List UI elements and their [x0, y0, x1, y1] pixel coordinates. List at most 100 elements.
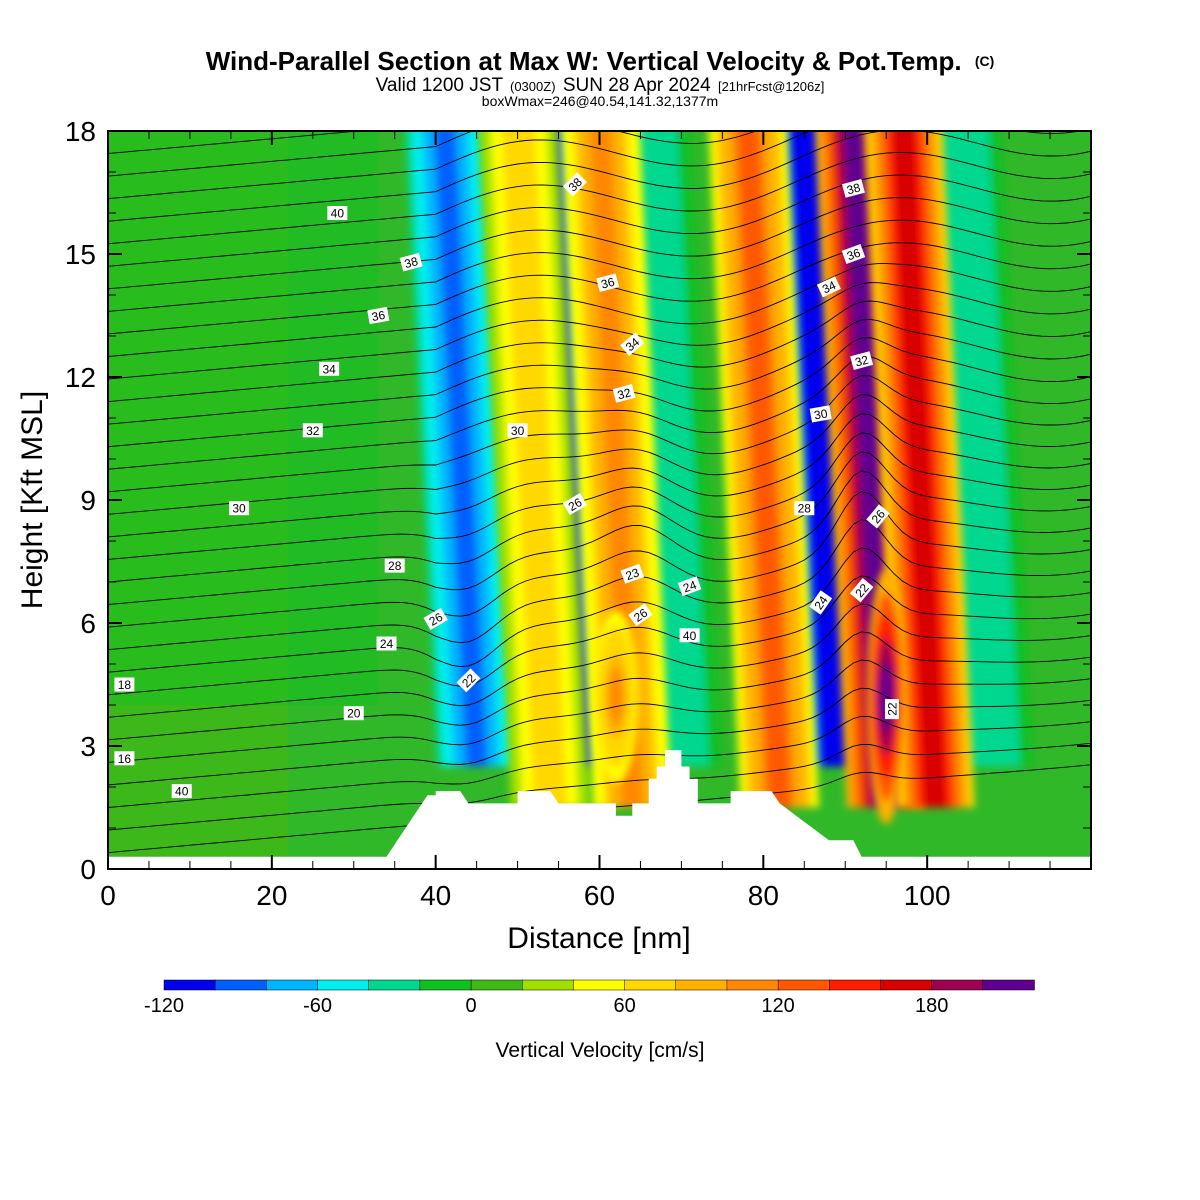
isentrope-label-text: 32 [853, 353, 870, 370]
velocity-band [434, 131, 488, 767]
isentrope-label-bg [816, 276, 841, 298]
isentrope-label: 26 [628, 603, 653, 627]
isentrope-label-bg [841, 244, 866, 264]
isentrope-label: 26 [866, 504, 890, 529]
isentrope-label-bg [628, 603, 653, 627]
velocity-band [950, 131, 1004, 767]
colorbar-tick-label: 120 [761, 995, 794, 1017]
colorbar-swatch [573, 979, 626, 991]
isentrope-label: 32 [850, 351, 874, 370]
field-patch [108, 131, 289, 869]
isentrope-label-bg [841, 179, 865, 198]
isentrope-line [108, 282, 1091, 380]
isentrope-label-bg [399, 252, 423, 272]
isentrope-line [108, 519, 1091, 651]
colorbar-tick-label: -120 [144, 995, 184, 1017]
isentrope-label-bg [620, 332, 645, 356]
isentrope-label-bg [809, 405, 832, 423]
isentrope-label: 26 [423, 607, 448, 630]
isentrope-label: 34 [319, 361, 340, 376]
plot-area [108, 131, 1091, 869]
forecast-info: [21hrFcst@1206z] [718, 79, 824, 94]
x-tick-label: 0 [100, 880, 116, 911]
colorbar-swatch [931, 979, 984, 991]
chart-title: Wind-Parallel Section at Max W: Vertical… [206, 46, 995, 76]
isentrope-label-bg [114, 751, 135, 766]
isentrope-label-text: 28 [798, 502, 812, 516]
colorbar-tick-label: 180 [915, 995, 948, 1017]
isentrope-line [108, 152, 1091, 245]
isentrope-label-text: 38 [845, 180, 862, 197]
isentrope-label-bg [384, 558, 405, 573]
isentrope-label-text: 28 [388, 559, 402, 573]
isentrope-line [108, 131, 757, 177]
colorbar-swatch [880, 979, 933, 991]
isentrope-label: 40 [171, 784, 192, 799]
isentrope-label: 22 [849, 578, 874, 603]
isentrope-label-bg [884, 699, 899, 720]
velocity-band [892, 131, 947, 808]
isentrope-label: 26 [562, 493, 588, 516]
isentrope-label: 28 [384, 558, 405, 573]
isentrope-label: 22 [456, 668, 481, 693]
isentrope-label-text: 23 [624, 565, 642, 583]
x-tick-label: 40 [420, 880, 451, 911]
y-tick-label: 0 [80, 854, 96, 885]
isentrope-label: 36 [367, 306, 390, 325]
isentrope-line [108, 375, 1091, 493]
isentrope-labels: 40 38 36 34 32 30 28 26 24 22 20 18 16 40 38 36 34 32 30 26… [114, 172, 899, 799]
isentrope-label-text: 30 [813, 406, 829, 422]
isentrope-label-bg [319, 361, 340, 376]
velocity-band [794, 131, 848, 767]
isentrope-label-bg [596, 273, 620, 293]
isentrope-label-text: 32 [616, 385, 633, 402]
isentrope-label: 18 [114, 677, 135, 692]
y-tick-label: 18 [65, 116, 96, 147]
isentrope-label-bg [343, 706, 364, 721]
isentrope-label-text: 22 [885, 702, 899, 716]
isentrope-line [108, 394, 1091, 515]
isentrope-label-text: 40 [331, 207, 345, 221]
colorbar-swatch [675, 979, 728, 991]
colorbar-tick-label: 60 [613, 995, 635, 1017]
isentrope-line [108, 547, 1091, 673]
isentrope-label-bg [849, 578, 874, 603]
isentrope-label: 22 [884, 699, 899, 720]
velocity-band [639, 131, 693, 767]
isentrope-label: 28 [794, 501, 815, 516]
updraft-column [561, 131, 672, 808]
isentrope-label-text: 20 [347, 707, 361, 721]
colorbar-swatch [266, 979, 319, 991]
isentrope-label-bg [367, 306, 390, 325]
isentrope-line [108, 413, 1091, 538]
valid-utc: (0300Z) [510, 79, 556, 94]
isentrope-line [108, 631, 1091, 741]
isentrope-label-bg [850, 351, 874, 370]
chart-title-main: Wind-Parallel Section at Max W: Vertical… [206, 46, 962, 76]
isentrope-label-bg [866, 504, 890, 529]
y-tick-label: 3 [80, 731, 96, 762]
isentrope-label-bg [679, 628, 700, 643]
isentrope-label: 32 [612, 384, 636, 403]
isentrope-line [108, 491, 1091, 628]
isentrope-label: 24 [809, 590, 833, 615]
isentrope-line [108, 300, 1091, 403]
isentrope-label-bg [562, 172, 587, 197]
isentrope-label-bg [376, 636, 397, 651]
isentrope-line [108, 470, 1091, 605]
isentrope-label: 36 [596, 273, 620, 293]
isentrope-label: 20 [343, 706, 364, 721]
velocity-field [108, 131, 1033, 869]
isentrope-label-text: 36 [600, 275, 617, 292]
box-info: boxWmax=246@40.54,141.32,1377m [482, 93, 718, 109]
isentrope-label-text: 26 [427, 610, 446, 629]
isentrope-line [108, 715, 1091, 808]
colorbar: -120 -60 0 60 120 180 [144, 979, 1035, 1017]
isentrope-label-text: 24 [681, 578, 699, 596]
isentrope-label: 24 [677, 576, 702, 597]
isentrope-label: 38 [841, 179, 865, 198]
isentrope-label-text: 30 [232, 502, 246, 516]
isentrope-label-bg [507, 423, 528, 438]
isentrope-label: 30 [507, 423, 528, 438]
x-tick-label: 20 [256, 880, 287, 911]
